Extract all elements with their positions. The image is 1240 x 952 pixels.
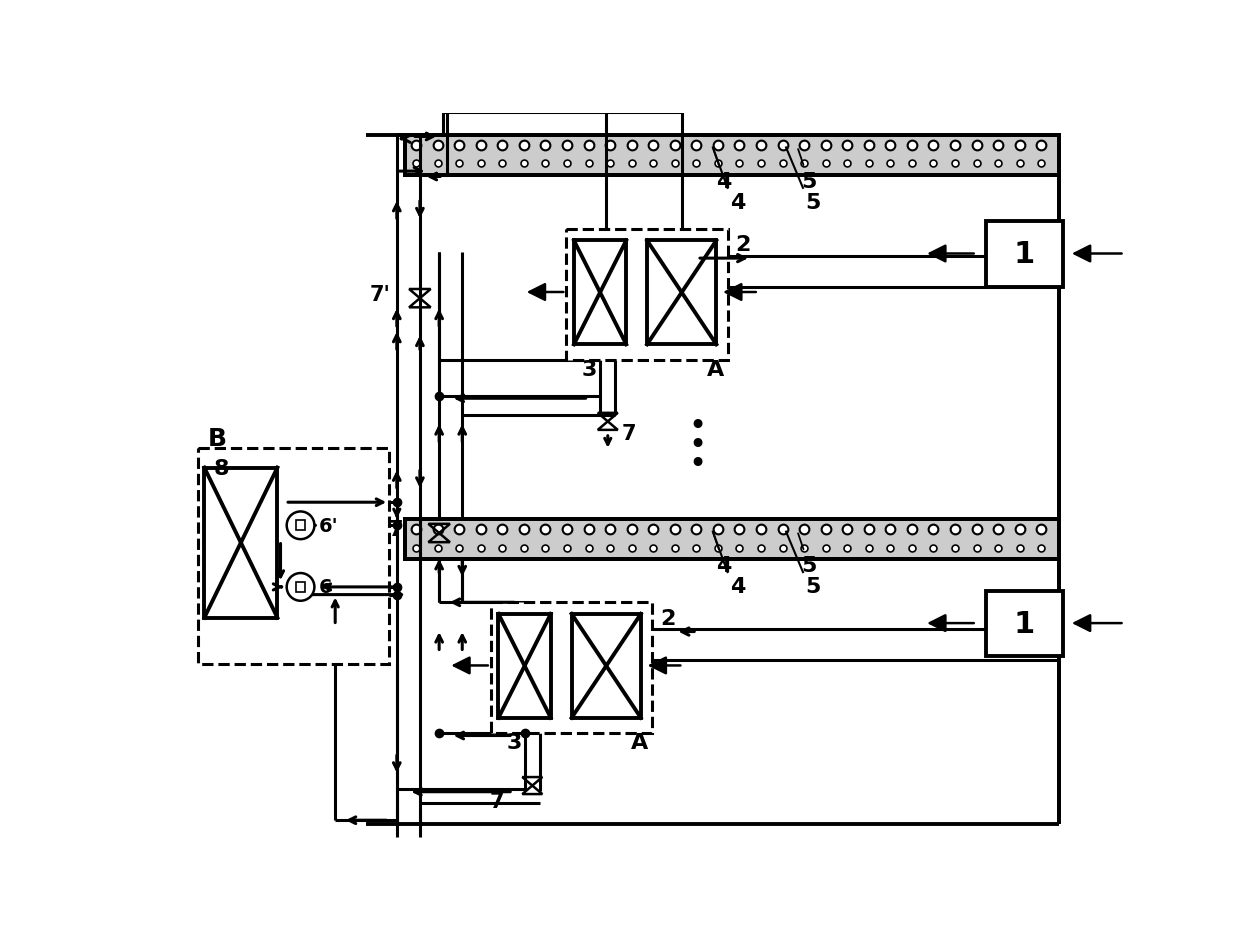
Text: 6': 6' <box>319 516 339 535</box>
Bar <box>647 241 717 345</box>
Text: A: A <box>707 360 724 380</box>
Text: A: A <box>631 733 649 753</box>
Text: 5: 5 <box>806 577 821 597</box>
Text: 4: 4 <box>713 534 732 575</box>
Bar <box>572 614 641 718</box>
Text: 4: 4 <box>713 150 732 191</box>
Text: 4: 4 <box>730 577 745 597</box>
Text: •: • <box>688 430 706 460</box>
Bar <box>404 136 1059 176</box>
Bar <box>498 614 551 718</box>
Bar <box>404 520 1059 560</box>
Bar <box>404 136 1059 176</box>
Text: 7': 7' <box>370 285 391 305</box>
Text: 2: 2 <box>735 235 751 255</box>
Circle shape <box>286 512 315 540</box>
Circle shape <box>286 573 315 601</box>
Text: 5: 5 <box>799 534 816 575</box>
Text: 3: 3 <box>582 360 596 380</box>
Text: 1: 1 <box>1014 609 1035 638</box>
Text: 7: 7 <box>621 424 636 444</box>
Bar <box>491 603 652 733</box>
Text: 5: 5 <box>799 150 816 191</box>
Bar <box>205 468 278 618</box>
Text: 7': 7' <box>389 520 410 540</box>
Text: •: • <box>688 411 706 440</box>
Bar <box>986 591 1063 657</box>
Bar <box>986 222 1063 288</box>
Text: •: • <box>688 449 706 479</box>
Text: 4: 4 <box>730 192 745 212</box>
Bar <box>295 521 305 530</box>
Bar <box>404 520 1059 560</box>
Text: 8: 8 <box>213 458 229 478</box>
Text: 3: 3 <box>506 733 522 753</box>
Bar <box>567 229 728 361</box>
Text: 1: 1 <box>1014 240 1035 268</box>
Text: 5: 5 <box>806 192 821 212</box>
Text: 7: 7 <box>490 791 505 811</box>
Text: 2: 2 <box>660 608 676 628</box>
Bar <box>574 241 626 345</box>
Bar <box>198 448 389 664</box>
Bar <box>295 583 305 592</box>
Text: 6: 6 <box>319 578 332 597</box>
Text: B: B <box>207 426 227 450</box>
